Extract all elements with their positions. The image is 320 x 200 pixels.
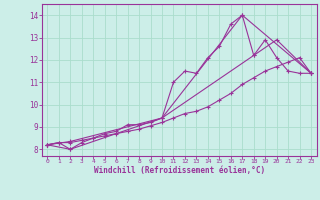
X-axis label: Windchill (Refroidissement éolien,°C): Windchill (Refroidissement éolien,°C)	[94, 166, 265, 175]
